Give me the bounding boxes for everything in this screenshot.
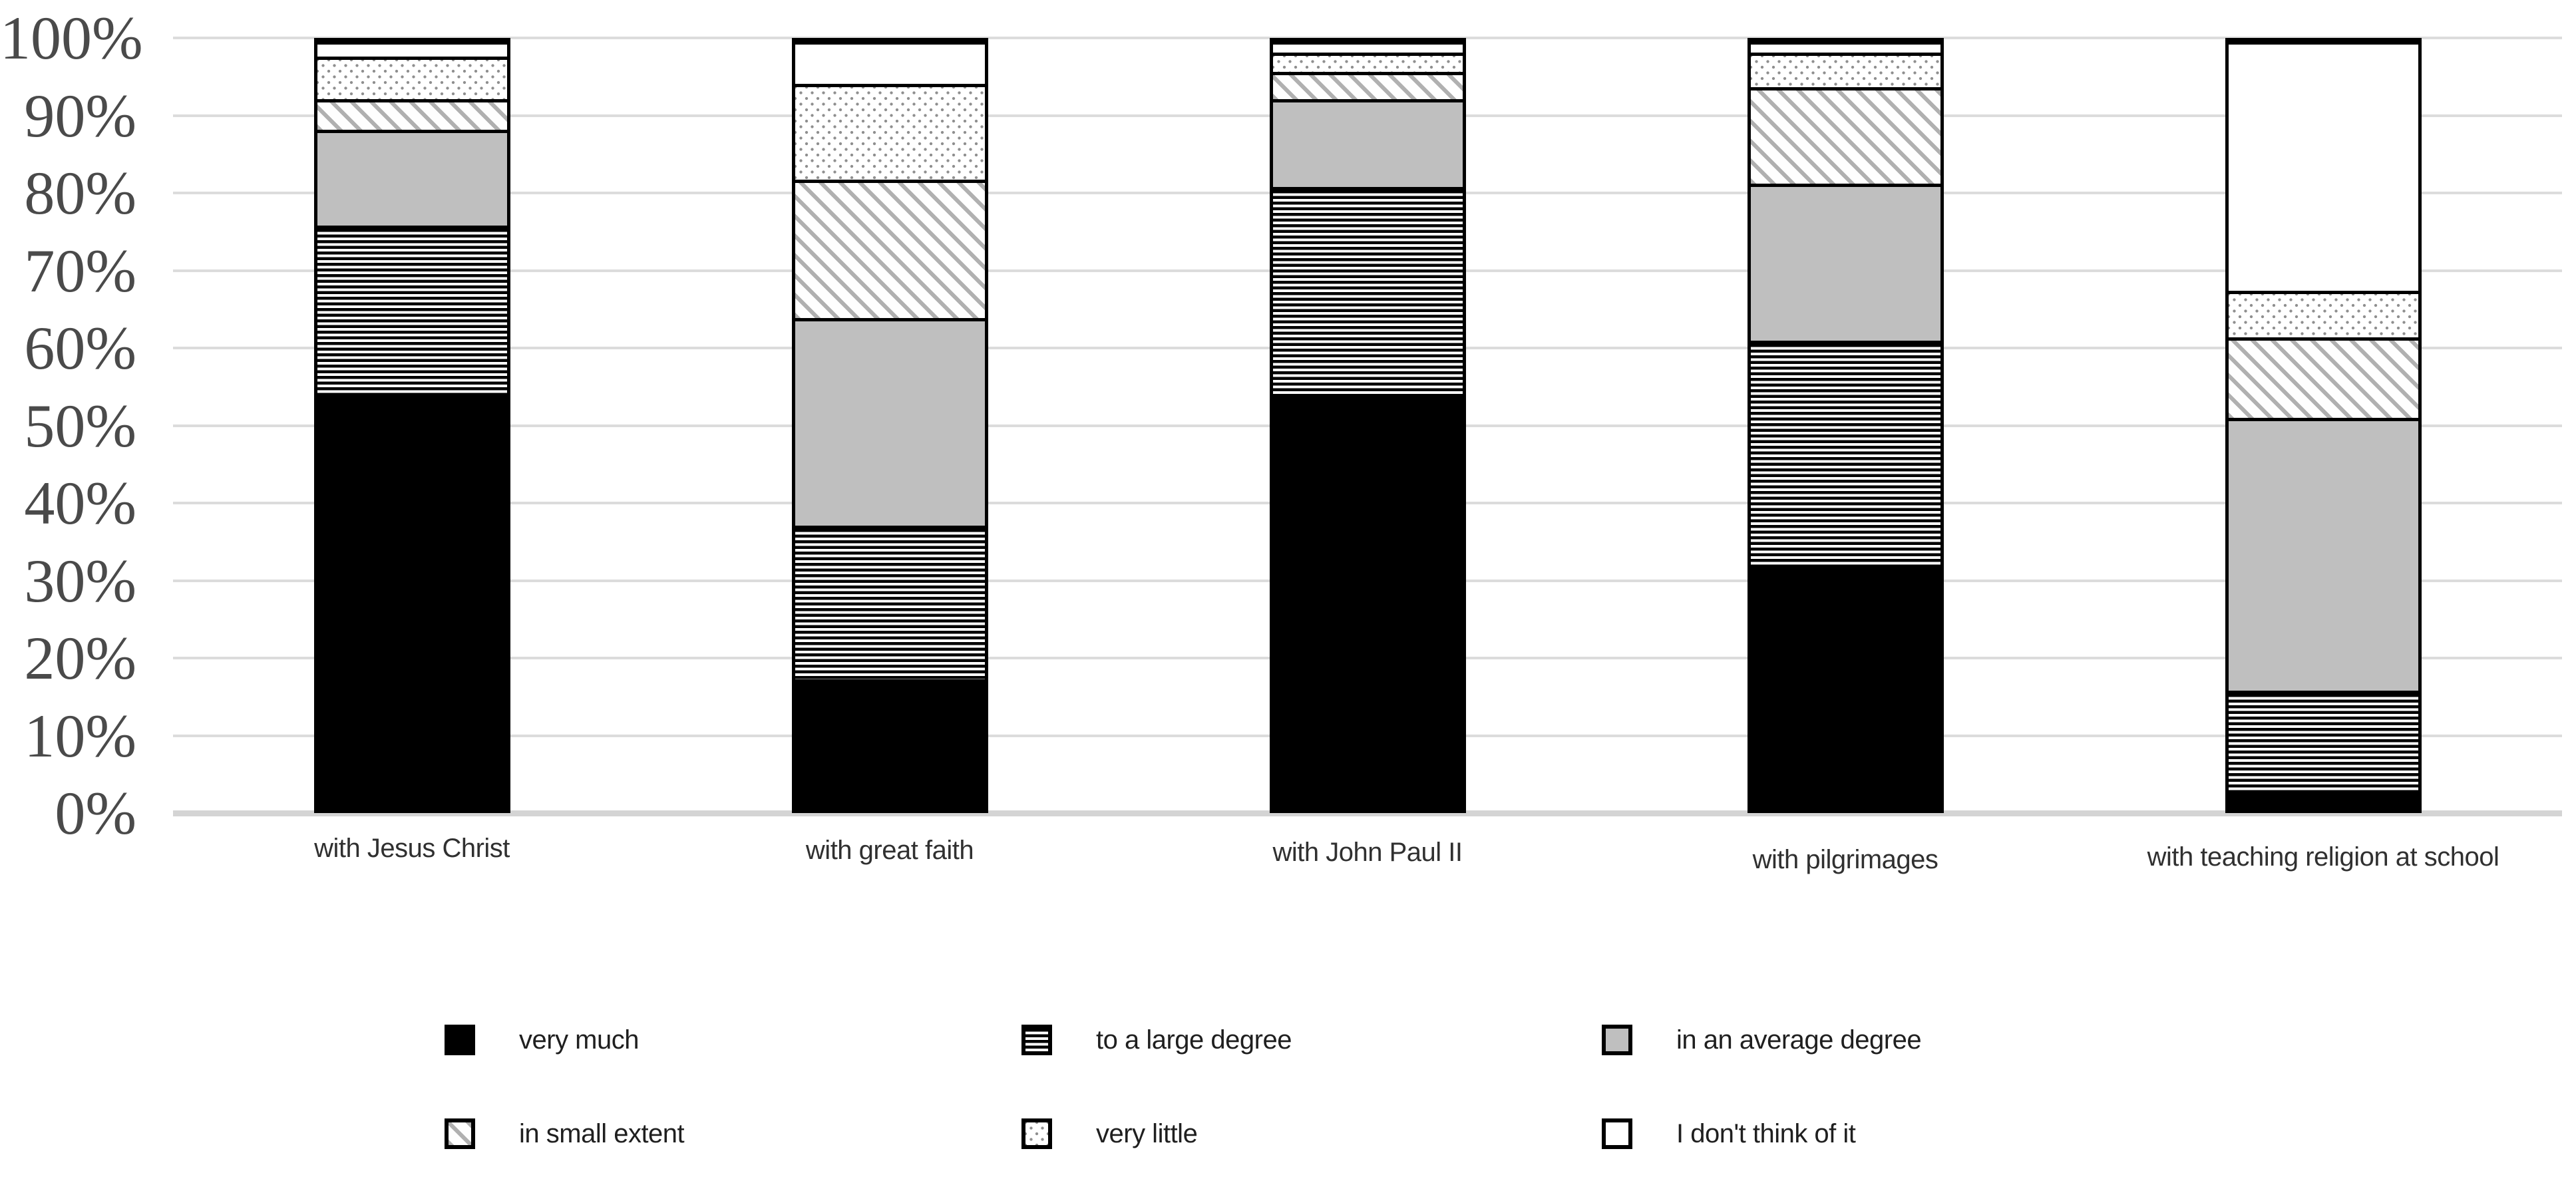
segment-to-a-large-degree-with-teaching-religion-at-school <box>2228 690 2418 791</box>
y-tick-label-100%: 100% <box>0 4 143 72</box>
y-tick-label-90%: 90% <box>24 81 136 150</box>
segment-to-a-large-degree-with-pilgrimages <box>1750 341 1940 568</box>
segment-in-small-extent-with-great-faith <box>795 179 985 318</box>
legend-label-very-little: very little <box>1096 1119 1198 1148</box>
y-tick-label-0%: 0% <box>55 779 136 847</box>
legend-label-in-an-average-degree: in an average degree <box>1676 1025 1922 1055</box>
segment-very-little-with-great-faith <box>795 83 985 180</box>
legend-label-in-small-extent: in small extent <box>519 1119 685 1148</box>
segment-i-don-t-think-of-it-with-teaching-religion-at-school <box>2228 41 2418 291</box>
y-tick-label-70%: 70% <box>24 236 136 305</box>
y-tick-label-30%: 30% <box>24 546 136 615</box>
bar-with-pilgrimages <box>1747 38 1944 813</box>
segment-in-an-average-degree-with-great-faith <box>795 317 985 526</box>
y-tick-label-10%: 10% <box>24 701 136 770</box>
segment-very-much-with-john-paul-ii <box>1272 395 1463 810</box>
segment-in-small-extent-with-jesus-christ <box>317 98 507 130</box>
y-tick-label-80%: 80% <box>24 159 136 227</box>
segment-very-little-with-pilgrimages <box>1750 53 1940 88</box>
segment-to-a-large-degree-with-john-paul-ii <box>1272 187 1463 395</box>
segment-to-a-large-degree-with-jesus-christ <box>317 226 507 395</box>
category-label-with-john-paul-ii: with John Paul II <box>1272 838 1463 867</box>
segment-in-small-extent-with-pilgrimages <box>1750 87 1940 184</box>
y-tick-label-60%: 60% <box>24 314 136 382</box>
segment-very-much-with-teaching-religion-at-school <box>2228 790 2418 810</box>
bar-with-john-paul-ii <box>1269 38 1466 813</box>
y-tick-label-40%: 40% <box>24 469 136 537</box>
category-label-with-great-faith: with great faith <box>805 836 974 865</box>
category-label-with-pilgrimages: with pilgrimages <box>1752 845 1938 874</box>
gridline-0% <box>173 810 2562 816</box>
segment-very-little-with-john-paul-ii <box>1272 53 1463 73</box>
segment-in-an-average-degree-with-jesus-christ <box>317 129 507 226</box>
legend-swatch-i-don-t-think-of-it <box>1602 1118 1632 1149</box>
segment-in-an-average-degree-with-pilgrimages <box>1750 183 1940 341</box>
legend-swatch-to-a-large-degree <box>1021 1025 1052 1055</box>
legend-label-i-don-t-think-of-it: I don't think of it <box>1676 1119 1856 1148</box>
bar-with-teaching-religion-at-school <box>2225 38 2422 813</box>
legend-label-to-a-large-degree: to a large degree <box>1096 1025 1292 1055</box>
segment-to-a-large-degree-with-great-faith <box>795 525 985 679</box>
legend-swatch-very-much <box>445 1025 475 1055</box>
segment-very-much-with-great-faith <box>795 679 985 810</box>
y-tick-label-20%: 20% <box>24 624 136 692</box>
y-tick-label-50%: 50% <box>24 391 136 460</box>
legend-swatch-very-little <box>1021 1118 1052 1149</box>
category-label-with-jesus-christ: with Jesus Christ <box>314 834 510 863</box>
segment-i-don-t-think-of-it-with-great-faith <box>795 41 985 84</box>
segment-in-an-average-degree-with-john-paul-ii <box>1272 98 1463 188</box>
segment-very-little-with-teaching-religion-at-school <box>2228 291 2418 337</box>
segment-very-much-with-pilgrimages <box>1750 568 1940 810</box>
category-label-with-teaching-religion-at-school: with teaching religion at school <box>2147 842 2499 872</box>
segment-in-an-average-degree-with-teaching-religion-at-school <box>2228 417 2418 691</box>
segment-very-much-with-jesus-christ <box>317 395 507 810</box>
segment-i-don-t-think-of-it-with-jesus-christ <box>317 41 507 57</box>
segment-i-don-t-think-of-it-with-pilgrimages <box>1750 41 1940 53</box>
legend-swatch-in-small-extent <box>445 1118 475 1149</box>
segment-in-small-extent-with-teaching-religion-at-school <box>2228 337 2418 418</box>
segment-very-little-with-jesus-christ <box>317 57 507 99</box>
segment-i-don-t-think-of-it-with-john-paul-ii <box>1272 41 1463 53</box>
segment-in-small-extent-with-john-paul-ii <box>1272 72 1463 99</box>
legend-swatch-in-an-average-degree <box>1602 1025 1632 1055</box>
bar-with-great-faith <box>791 38 988 813</box>
bar-with-jesus-christ <box>313 38 510 813</box>
legend-label-very-much: very much <box>519 1025 640 1055</box>
